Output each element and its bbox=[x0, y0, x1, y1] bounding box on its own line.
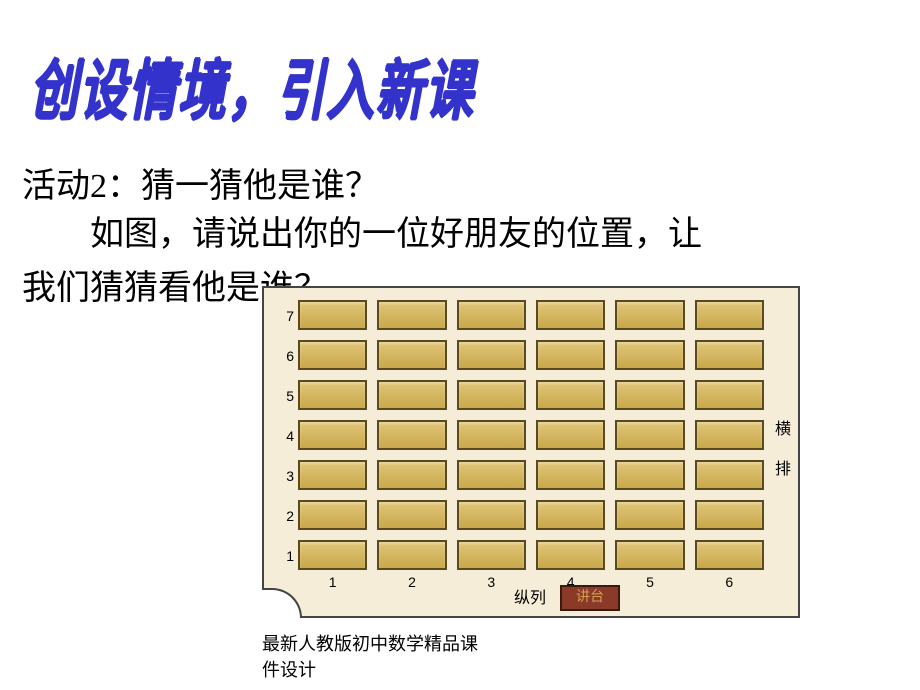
row-label: 5 bbox=[274, 388, 294, 404]
slide-title: 创设情境，引入新课 bbox=[30, 39, 475, 133]
diagram-notch bbox=[262, 588, 302, 618]
seat bbox=[695, 340, 764, 370]
seat-row bbox=[298, 500, 764, 530]
side-label-1: 横 bbox=[768, 420, 792, 446]
row-label: 1 bbox=[274, 548, 294, 564]
seat bbox=[536, 340, 605, 370]
seat bbox=[457, 340, 526, 370]
seat-row bbox=[298, 420, 764, 450]
seat-row bbox=[298, 540, 764, 570]
body-line-1: 如图，请说出你的一位好朋友的位置，让 bbox=[22, 208, 902, 262]
col-label: 5 bbox=[615, 574, 684, 590]
row-label: 4 bbox=[274, 428, 294, 444]
seat bbox=[377, 500, 446, 530]
col-label: 2 bbox=[377, 574, 446, 590]
seat bbox=[377, 540, 446, 570]
seat bbox=[615, 500, 684, 530]
seat bbox=[615, 420, 684, 450]
footer-line-1: 最新人教版初中数学精品课 bbox=[262, 630, 478, 656]
seat bbox=[377, 300, 446, 330]
seat bbox=[695, 380, 764, 410]
seating-diagram: 7654321 123456 横 排 纵列 讲台 bbox=[262, 286, 800, 618]
seat bbox=[298, 540, 367, 570]
footer-line-2: 件设计 bbox=[262, 656, 478, 682]
seat bbox=[536, 380, 605, 410]
activity-label: 活动2：猜一猜他是谁？ bbox=[22, 158, 379, 207]
seat bbox=[695, 500, 764, 530]
seat bbox=[536, 420, 605, 450]
seat-grid bbox=[298, 296, 764, 586]
seat bbox=[615, 300, 684, 330]
seat bbox=[457, 540, 526, 570]
seat bbox=[536, 300, 605, 330]
seat bbox=[298, 420, 367, 450]
seat bbox=[615, 380, 684, 410]
col-label: 1 bbox=[298, 574, 367, 590]
seat bbox=[377, 380, 446, 410]
seat bbox=[457, 380, 526, 410]
bottom-axis-label: 纵列 bbox=[514, 584, 546, 608]
seat bbox=[457, 420, 526, 450]
seat bbox=[298, 380, 367, 410]
seat bbox=[377, 340, 446, 370]
seat bbox=[536, 500, 605, 530]
seat bbox=[298, 340, 367, 370]
seat bbox=[377, 460, 446, 490]
seat bbox=[298, 460, 367, 490]
seat bbox=[457, 460, 526, 490]
seat bbox=[298, 300, 367, 330]
row-label: 7 bbox=[274, 308, 294, 324]
row-label: 3 bbox=[274, 468, 294, 484]
seat bbox=[695, 540, 764, 570]
seat bbox=[377, 420, 446, 450]
seat bbox=[457, 300, 526, 330]
footer-text: 最新人教版初中数学精品课 件设计 bbox=[262, 630, 478, 682]
row-label: 6 bbox=[274, 348, 294, 364]
seat bbox=[695, 460, 764, 490]
seat bbox=[615, 540, 684, 570]
seat-row bbox=[298, 340, 764, 370]
seat-row bbox=[298, 380, 764, 410]
side-label-2: 排 bbox=[768, 460, 792, 486]
seat bbox=[615, 340, 684, 370]
seat-row bbox=[298, 460, 764, 490]
seat bbox=[536, 540, 605, 570]
seat bbox=[695, 300, 764, 330]
seat bbox=[695, 420, 764, 450]
seat bbox=[298, 500, 367, 530]
seat bbox=[615, 460, 684, 490]
seat bbox=[536, 460, 605, 490]
seat bbox=[457, 500, 526, 530]
seat-row bbox=[298, 300, 764, 330]
podium: 讲台 bbox=[560, 585, 620, 611]
col-label: 6 bbox=[695, 574, 764, 590]
row-label: 2 bbox=[274, 508, 294, 524]
